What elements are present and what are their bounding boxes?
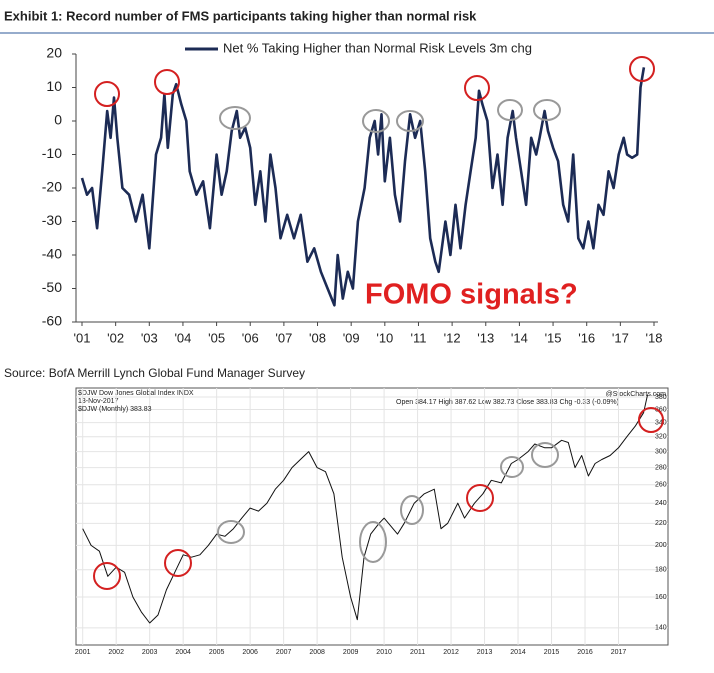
y-tick-label: -60 — [42, 313, 62, 329]
source: Source: BofA Merrill Lynch Global Fund M… — [4, 366, 305, 380]
red-circle — [93, 562, 121, 590]
series-line — [80, 67, 646, 307]
y-tick-label: 300 — [655, 448, 667, 455]
x-tick-label: '16 — [578, 330, 595, 345]
x-tick-label: '17 — [612, 330, 629, 345]
x-tick-label: 2004 — [175, 649, 191, 656]
highlight-circles — [93, 56, 664, 590]
chart-title: Exhibit 1: Record number of FMS particip… — [4, 8, 477, 23]
y-tick-label: 360 — [655, 406, 667, 413]
x-tick-label: '11 — [410, 330, 426, 345]
x-tick-label: 2012 — [443, 649, 459, 656]
y-tick-label: 340 — [655, 420, 667, 427]
red-circle — [94, 81, 120, 107]
y-tick-label: 320 — [655, 434, 667, 441]
gray-circle — [219, 106, 251, 130]
stock-title: $DJW Dow Jones Global Index INDX — [78, 390, 194, 397]
x-tick-label: '05 — [208, 330, 225, 345]
x-tick-label: '04 — [174, 330, 191, 345]
y-tick-label: 10 — [46, 78, 62, 94]
gray-circle — [531, 442, 559, 468]
y-tick-label: 140 — [655, 625, 667, 632]
series-line — [82, 394, 649, 624]
x-tick-label: 2009 — [343, 649, 359, 656]
x-tick-label: 2003 — [142, 649, 158, 656]
y-tick-label: 160 — [655, 594, 667, 601]
gray-circle — [217, 520, 245, 544]
x-tick-label: 2008 — [309, 649, 325, 656]
stock-credit: @StockCharts.com — [606, 391, 667, 398]
x-tick-label: '07 — [275, 330, 292, 345]
y-tick-label: 180 — [655, 567, 667, 574]
x-tick-label: '13 — [477, 330, 494, 345]
stock-quote: Open 384.17 High 387.62 Low 382.73 Close… — [396, 399, 619, 406]
red-circle — [638, 407, 664, 433]
x-tick-label: 2016 — [577, 649, 593, 656]
x-tick-label: '10 — [376, 330, 393, 345]
x-tick-label: 2001 — [75, 649, 91, 656]
y-tick-label: 20 — [46, 45, 62, 61]
gray-circle — [396, 110, 424, 132]
y-tick-label: -50 — [42, 279, 62, 295]
x-tick-label: 2007 — [276, 649, 292, 656]
x-tick-label: 2013 — [477, 649, 493, 656]
y-tick-label: 200 — [655, 542, 667, 549]
y-tick-label: -40 — [42, 246, 62, 262]
legend-label: Net % Taking Higher than Normal Risk Lev… — [223, 40, 532, 55]
red-circle — [154, 69, 180, 95]
red-circle — [164, 549, 192, 577]
y-tick-label: 220 — [655, 520, 667, 527]
x-tick-label: '14 — [511, 330, 528, 345]
x-tick-label: 2014 — [510, 649, 526, 656]
gray-circle — [500, 456, 524, 478]
gray-circle — [362, 109, 390, 133]
x-tick-label: 2015 — [544, 649, 560, 656]
x-tick-label: 2002 — [108, 649, 124, 656]
x-tick-label: 2011 — [410, 649, 425, 656]
stock-date: 13-Nov-2017 — [78, 398, 119, 405]
red-circle — [629, 56, 655, 82]
y-tick-label: 380 — [655, 394, 667, 401]
x-tick-label: '01 — [74, 330, 91, 345]
gray-circle — [533, 99, 561, 121]
stock-frame — [75, 387, 669, 646]
x-tick-label: '02 — [107, 330, 124, 345]
x-tick-label: 2006 — [242, 649, 258, 656]
x-tick-label: 2017 — [611, 649, 627, 656]
annotation: FOMO signals? — [365, 279, 578, 311]
y-tick-label: -30 — [42, 212, 62, 228]
gray-circle — [359, 521, 387, 563]
y-tick-label: -10 — [42, 145, 62, 161]
y-tick-label: 0 — [54, 112, 62, 128]
legend-label: $DJW (Monthly) 383.83 — [78, 406, 152, 413]
x-tick-label: '03 — [141, 330, 158, 345]
gray-circle — [497, 99, 523, 121]
gray-circle — [400, 495, 424, 525]
x-tick-label: '12 — [444, 330, 461, 345]
x-tick-label: '06 — [242, 330, 259, 345]
y-tick-label: 260 — [655, 482, 667, 489]
y-tick-label: 240 — [655, 500, 667, 507]
x-tick-label: 2010 — [376, 649, 392, 656]
red-circle — [466, 484, 494, 512]
y-tick-label: -20 — [42, 179, 62, 195]
x-tick-label: '09 — [343, 330, 360, 345]
x-tick-label: 2005 — [209, 649, 225, 656]
x-tick-label: '15 — [545, 330, 562, 345]
x-tick-label: '18 — [646, 330, 663, 345]
red-circle — [464, 75, 490, 101]
x-tick-label: '08 — [309, 330, 326, 345]
y-tick-label: 280 — [655, 464, 667, 471]
